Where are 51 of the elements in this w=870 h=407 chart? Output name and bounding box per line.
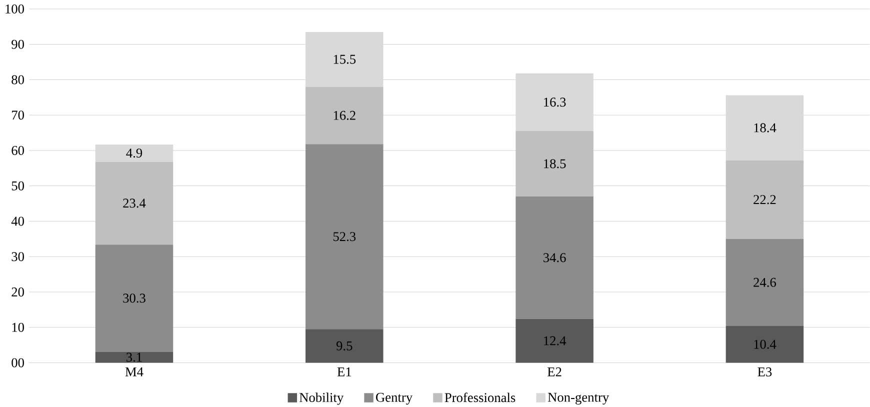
bar: [726, 326, 804, 363]
y-tick-label: 20: [12, 287, 24, 296]
legend-label: Nobility: [299, 392, 344, 405]
data-label: 34.6: [544, 253, 566, 262]
x-tick-label: E1: [337, 367, 352, 376]
data-label: 18.4: [754, 123, 776, 132]
bar: [726, 238, 804, 326]
y-tick-label: 40: [11, 216, 24, 226]
legend-label: Non-gentry: [548, 392, 610, 404]
data-label: 18.5: [544, 159, 566, 168]
y-tick-label: 100: [6, 4, 24, 14]
data-label: 15.5: [334, 54, 356, 64]
x-tick-label: E2: [548, 367, 562, 376]
bar: [516, 318, 594, 363]
bar: [516, 130, 594, 196]
bar: [306, 32, 384, 87]
legend-label: Gentry: [376, 392, 413, 405]
legend-label: Professionals: [444, 392, 516, 402]
data-label: 52.3: [333, 232, 356, 242]
y-tick-label: 00: [12, 358, 24, 368]
bar: [95, 244, 174, 352]
data-label: 3.1: [126, 352, 142, 362]
data-label: 23.4: [123, 198, 146, 208]
data-label: 12.4: [544, 336, 566, 346]
y-tick-label: 80: [12, 75, 24, 84]
bar: [95, 162, 174, 245]
bar: [726, 95, 804, 160]
bar: [306, 86, 384, 144]
data-label: 22.2: [754, 195, 776, 204]
y-tick-label: 30: [12, 252, 24, 262]
data-label: 9.5: [336, 341, 352, 350]
data-label: 4.9: [126, 148, 142, 158]
bar: [726, 160, 804, 239]
y-tick-label: 90: [12, 40, 24, 49]
bar: [516, 196, 594, 319]
data-label: 30.3: [123, 294, 146, 303]
y-tick-label: 70: [12, 110, 24, 120]
data-label: 24.6: [754, 278, 776, 287]
bar: [306, 144, 384, 330]
data-label: 10.4: [754, 340, 776, 349]
bar: [95, 144, 174, 162]
y-tick-label: 10: [12, 322, 24, 332]
y-tick-label: 60: [12, 146, 24, 155]
x-tick-label: M4: [125, 367, 144, 376]
bar: [306, 329, 384, 363]
bar: [516, 73, 594, 131]
x-tick-label: E3: [758, 367, 772, 376]
y-tick-label: 50: [12, 181, 24, 190]
data-label: 16.2: [334, 110, 356, 120]
bar: [95, 352, 174, 363]
data-label: 16.3: [544, 98, 566, 107]
